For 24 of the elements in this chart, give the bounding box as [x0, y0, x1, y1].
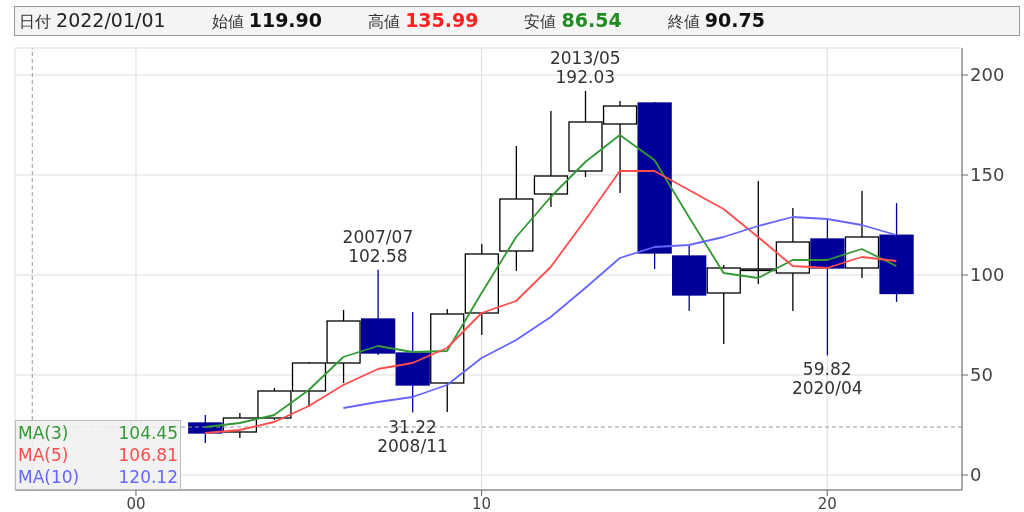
text: 始値 119.90	[211, 9, 323, 31]
annotation: 31.22 2008/11	[377, 416, 448, 456]
text: 安値 86.54	[524, 9, 622, 31]
x-tick-label: 10	[472, 494, 492, 512]
annotation: 104.45	[118, 422, 178, 444]
y-tick-label: 100	[970, 264, 1005, 286]
annotation: 2013/05 192.03	[549, 47, 621, 87]
annotation: 2007/07 102.58	[342, 226, 414, 266]
x-tick-label: 00	[126, 494, 146, 512]
x-tick-label: 20	[817, 494, 837, 512]
text: 終値 90.75	[667, 9, 765, 31]
y-tick-label: 150	[970, 164, 1005, 186]
text: 高値 135.99	[368, 9, 479, 31]
text: MA(10)	[18, 466, 80, 488]
annotation: 120.12	[118, 466, 178, 488]
y-tick-label: 0	[970, 464, 982, 486]
text: 日付 2022/01/01	[19, 9, 166, 31]
annotation: 106.81	[118, 444, 178, 466]
text: MA(3)	[18, 422, 69, 444]
y-tick-label: 50	[970, 364, 993, 386]
y-tick-label: 200	[970, 64, 1005, 86]
annotation: 59.82 2020/04	[791, 359, 863, 399]
text: MA(5)	[18, 444, 69, 466]
line-series	[342, 216, 898, 409]
